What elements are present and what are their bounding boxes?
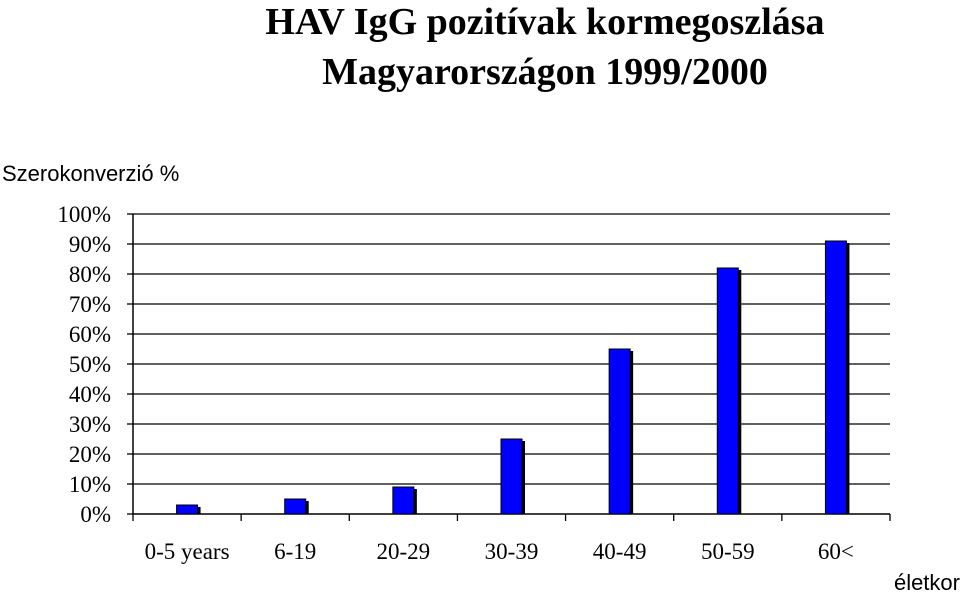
x-tick-label: 50-59: [701, 539, 755, 564]
x-tick-label: 60<: [818, 539, 854, 564]
y-tick-label: 70%: [69, 292, 111, 317]
y-tick-label: 20%: [69, 442, 111, 467]
x-tick-label: 0-5 years: [145, 539, 230, 564]
y-tick-label: 90%: [69, 232, 111, 257]
x-tick-label: 20-29: [377, 539, 431, 564]
x-tick-label: 30-39: [485, 539, 539, 564]
y-tick-label: 50%: [69, 352, 111, 377]
bar-50-59: [716, 267, 739, 515]
bar-20-29: [392, 486, 415, 515]
x-tick-label: 40-49: [593, 539, 647, 564]
y-tick-label: 10%: [69, 472, 111, 497]
chart-title-line-2: Magyarországon 1999/2000: [322, 51, 768, 93]
chart-title-line-1: HAV IgG pozitívak kormegoszlása: [265, 1, 825, 43]
y-tick-label: 0%: [80, 502, 111, 527]
x-axis-label: életkor: [893, 570, 960, 594]
bar-0-5-years: [176, 504, 199, 515]
bar-6-19: [284, 498, 307, 515]
bar-40-49: [608, 348, 631, 515]
y-tick-label: 40%: [69, 382, 111, 407]
y-axis-label: Szerokonverzió %: [2, 161, 180, 186]
y-tick-label: 30%: [69, 412, 111, 437]
bar-30-39: [500, 438, 523, 515]
x-tick-label: 6-19: [274, 539, 316, 564]
y-tick-label: 100%: [57, 202, 111, 227]
bar-60-: [824, 240, 847, 515]
y-tick-label: 60%: [69, 322, 111, 347]
y-tick-label: 80%: [69, 262, 111, 287]
